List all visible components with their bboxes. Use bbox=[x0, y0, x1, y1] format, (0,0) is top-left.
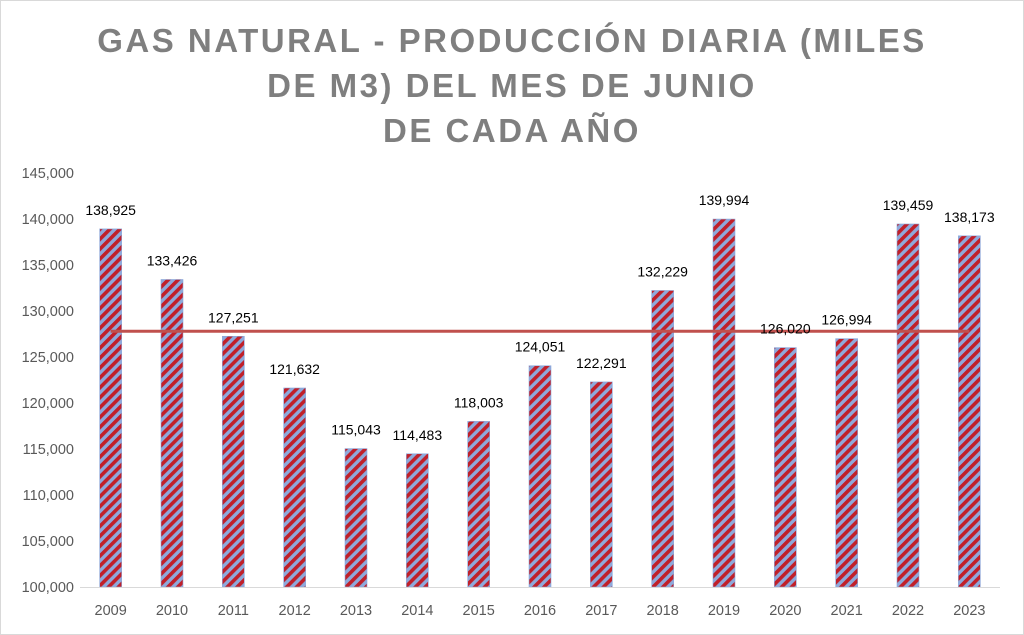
y-tick-label: 125,000 bbox=[22, 350, 74, 366]
bar-2015 bbox=[467, 421, 490, 588]
bar-2012 bbox=[283, 387, 306, 588]
bar-2013 bbox=[344, 448, 368, 588]
x-tick-label: 2016 bbox=[524, 603, 556, 619]
y-tick-label: 115,000 bbox=[23, 442, 74, 458]
data-label-2009: 138,925 bbox=[85, 202, 136, 218]
data-label-2019: 139,994 bbox=[699, 192, 750, 208]
bars bbox=[99, 218, 981, 588]
data-label-2021: 126,994 bbox=[821, 312, 872, 328]
data-label-2011: 127,251 bbox=[208, 309, 259, 325]
x-tick-label: 2010 bbox=[156, 603, 188, 619]
chart-title: GAS NATURAL - PRODUCCIÓN DIARIA (MILES D… bbox=[0, 18, 1024, 153]
x-tick-label: 2009 bbox=[95, 603, 127, 619]
chart-title-line-3: DE CADA AÑO bbox=[383, 112, 641, 149]
x-tick-label: 2018 bbox=[647, 603, 679, 619]
x-tick-label: 2022 bbox=[892, 603, 924, 619]
y-tick-label: 140,000 bbox=[22, 212, 74, 228]
bar-2023 bbox=[958, 235, 981, 588]
y-tick-label: 145,000 bbox=[22, 166, 74, 182]
x-tick-label: 2017 bbox=[585, 603, 617, 619]
y-tick-label: 120,000 bbox=[22, 396, 74, 412]
data-label-2017: 122,291 bbox=[576, 355, 627, 371]
x-tick-label: 2015 bbox=[463, 603, 495, 619]
x-tick-label: 2014 bbox=[401, 603, 433, 619]
bar-2009 bbox=[99, 228, 122, 588]
data-label-2014: 114,483 bbox=[393, 427, 443, 443]
x-tick-label: 2011 bbox=[218, 603, 249, 619]
data-label-2015: 118,003 bbox=[454, 394, 504, 410]
data-label-2016: 124,051 bbox=[515, 339, 566, 355]
data-label-2013: 115,043 bbox=[331, 422, 381, 438]
x-tick-label: 2023 bbox=[953, 603, 985, 619]
bar-2010 bbox=[160, 279, 184, 588]
bar-2022 bbox=[896, 223, 920, 588]
y-tick-label: 105,000 bbox=[22, 534, 74, 550]
y-axis: 100,000 105,000 110,000 115,000 120,000 125,0… bbox=[22, 166, 74, 596]
chart-title-line-1: GAS NATURAL - PRODUCCIÓN DIARIA (MILES bbox=[97, 22, 927, 59]
data-label-2018: 132,229 bbox=[637, 263, 688, 279]
x-tick-label: 2013 bbox=[340, 603, 372, 619]
y-tick-label: 110,000 bbox=[23, 488, 74, 504]
x-tick-label: 2021 bbox=[831, 603, 863, 619]
y-tick-label: 130,000 bbox=[22, 304, 74, 320]
x-tick-label: 2012 bbox=[279, 603, 311, 619]
x-axis: 2009 2010 2011 2012 2013 2014 2015 2016 2017 2018… bbox=[80, 587, 1000, 619]
data-label-2012: 121,632 bbox=[269, 361, 320, 377]
y-tick-label: 100,000 bbox=[22, 580, 74, 596]
bar-2014 bbox=[406, 453, 429, 588]
chart-title-line-2: DE M3) DEL MES DE JUNIO bbox=[267, 67, 757, 104]
data-label-2023: 138,173 bbox=[944, 209, 995, 225]
bar-2020 bbox=[774, 347, 797, 588]
y-tick-label: 135,000 bbox=[22, 258, 74, 274]
bar-2011 bbox=[222, 335, 245, 588]
data-labels: 138,925 133,426 127,251 121,632 115,043 114,4… bbox=[85, 192, 994, 443]
data-label-2022: 139,459 bbox=[883, 197, 934, 213]
data-label-2010: 133,426 bbox=[147, 252, 198, 268]
bar-2018 bbox=[651, 290, 674, 588]
x-tick-label: 2019 bbox=[708, 603, 740, 619]
bar-2019 bbox=[712, 218, 736, 588]
bar-2021 bbox=[835, 338, 858, 588]
data-label-2020: 126,020 bbox=[760, 321, 811, 337]
bar-2017 bbox=[590, 381, 613, 588]
bar-2016 bbox=[528, 365, 552, 588]
x-tick-label: 2020 bbox=[769, 603, 801, 619]
